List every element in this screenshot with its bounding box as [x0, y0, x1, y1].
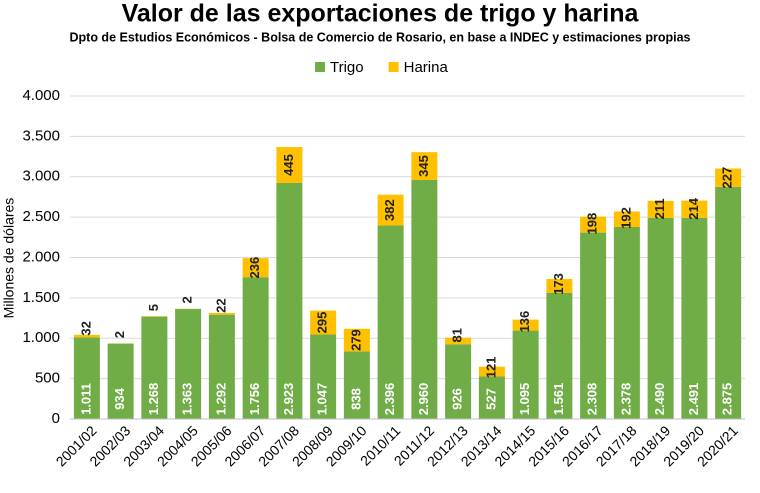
- bar-segment: [411, 179, 438, 419]
- bar-segment: [107, 343, 134, 419]
- y-tick-label: 1.000: [22, 329, 60, 346]
- bar-segment: [242, 258, 269, 278]
- bar-segment: [343, 351, 370, 419]
- data-label: 527: [483, 388, 498, 410]
- data-label: 926: [450, 388, 465, 410]
- y-tick-label: 4.000: [22, 87, 60, 104]
- bar-segment: [546, 292, 573, 419]
- y-tick-label: 2.000: [22, 248, 60, 265]
- data-label: 279: [348, 329, 363, 351]
- data-label: 1.363: [180, 383, 195, 416]
- y-tick-label: 0: [52, 410, 60, 427]
- data-label: 1.561: [551, 383, 566, 416]
- bar-segment: [310, 310, 337, 335]
- y-tick-label: 3.500: [22, 127, 60, 144]
- legend-label: Harina: [404, 59, 449, 76]
- bar-segment: [175, 308, 202, 419]
- data-label: 2.491: [686, 383, 701, 416]
- bar-segment: [310, 334, 337, 419]
- bar-segment: [343, 328, 370, 352]
- data-label: 121: [483, 357, 498, 379]
- y-tick-label: 1.500: [22, 289, 60, 306]
- bar-segment: [681, 200, 708, 218]
- bar-segment: [411, 152, 438, 180]
- data-label: 1.292: [213, 383, 228, 416]
- bar-segment: [613, 226, 640, 419]
- data-label: 214: [686, 197, 701, 219]
- data-label: 236: [247, 257, 262, 279]
- data-label: 2.378: [618, 383, 633, 416]
- bar-segment: [512, 319, 539, 331]
- data-label: 2: [180, 296, 195, 303]
- bar-segment: [208, 312, 235, 315]
- bar-segment: [242, 277, 269, 419]
- bar-segment: [613, 211, 640, 227]
- bar-segment: [580, 216, 607, 233]
- bar-segment: [73, 334, 100, 338]
- bar-segment: [73, 337, 100, 419]
- bar-segment: [445, 344, 472, 419]
- data-label: 2.490: [652, 383, 667, 416]
- bar-segment: [276, 182, 303, 419]
- bar-segment: [546, 278, 573, 293]
- bar-segment: [276, 147, 303, 183]
- data-label: 192: [618, 207, 633, 229]
- bar-segment: [208, 314, 235, 419]
- data-label: 445: [281, 154, 296, 176]
- data-label: 1.268: [146, 383, 161, 416]
- data-label: 32: [78, 321, 93, 335]
- data-label: 173: [551, 273, 566, 295]
- data-label: 1.011: [78, 383, 93, 415]
- y-axis-label: Millones de dólares: [1, 198, 17, 319]
- bar-segment: [715, 186, 742, 419]
- bar-segment: [512, 330, 539, 419]
- data-label: 136: [517, 311, 532, 333]
- data-label: 2: [112, 331, 127, 338]
- data-label: 22: [213, 298, 228, 312]
- bar-segment: [377, 225, 404, 419]
- bar-segment: [681, 217, 708, 419]
- data-label: 198: [585, 213, 600, 235]
- data-label: 345: [416, 155, 431, 177]
- data-label: 2.396: [382, 383, 397, 416]
- data-label: 295: [315, 312, 330, 334]
- bar-segment: [478, 376, 505, 419]
- chart-title: Valor de las exportaciones de trigo y ha…: [122, 0, 640, 28]
- legend-label: Trigo: [330, 59, 364, 76]
- bar-segment: [647, 200, 674, 218]
- bar-segment: [580, 232, 607, 419]
- data-label: 2.308: [585, 383, 600, 416]
- data-label: 81: [450, 328, 465, 342]
- legend-swatch: [315, 62, 325, 72]
- y-tick-label: 500: [35, 370, 60, 387]
- bar-segment: [377, 194, 404, 226]
- bar-segment: [647, 217, 674, 419]
- y-tick-label: 3.000: [22, 168, 60, 185]
- data-label: 2.923: [281, 383, 296, 416]
- data-label: 2.875: [720, 383, 735, 416]
- data-label: 5: [146, 304, 161, 311]
- chart-subtitle: Dpto de Estudios Económicos - Bolsa de C…: [70, 30, 691, 44]
- bar-segment: [141, 316, 168, 419]
- data-label: 211: [652, 198, 667, 219]
- data-label: 1.756: [247, 383, 262, 416]
- y-tick-label: 2.500: [22, 208, 60, 225]
- data-label: 2.960: [416, 383, 431, 416]
- data-label: 1.095: [517, 383, 532, 416]
- data-label: 838: [348, 388, 363, 410]
- data-label: 934: [112, 387, 127, 409]
- bar-segment: [445, 337, 472, 345]
- legend-swatch: [388, 62, 399, 72]
- bar-segment: [715, 168, 742, 187]
- bar-segment: [478, 366, 505, 377]
- data-label: 227: [720, 167, 735, 189]
- data-label: 1.047: [315, 383, 330, 416]
- data-label: 382: [382, 199, 397, 221]
